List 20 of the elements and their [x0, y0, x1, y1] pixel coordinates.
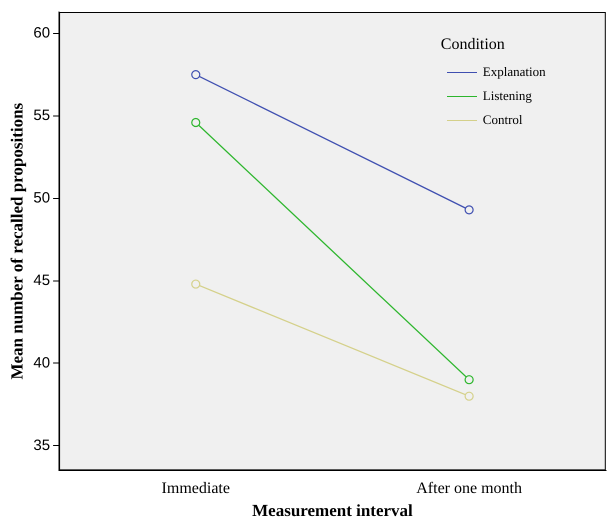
legend-label: Control — [482, 112, 523, 128]
y-axis-title: Mean number of recalled propositions — [8, 102, 27, 380]
point — [191, 279, 200, 289]
y-tick-label: 60 — [33, 24, 50, 42]
legend-label: Listening — [482, 88, 532, 104]
x-axis-title: Measurement interval — [252, 501, 414, 520]
point — [191, 70, 200, 80]
y-tick-label: 50 — [33, 189, 50, 206]
legend-label: Explanation — [482, 64, 546, 80]
x-tick-label: After one month — [416, 480, 522, 498]
point — [464, 375, 474, 384]
y-tick-label: 40 — [33, 354, 50, 372]
point — [464, 392, 474, 401]
point — [464, 205, 474, 214]
legend-title: Condition — [440, 36, 506, 54]
y-tick-label: 55 — [33, 107, 50, 124]
y-tick-label: 45 — [33, 272, 50, 289]
x-tick-label: Immediate — [162, 480, 230, 498]
point — [191, 118, 200, 128]
y-tick-label: 35 — [33, 436, 50, 454]
